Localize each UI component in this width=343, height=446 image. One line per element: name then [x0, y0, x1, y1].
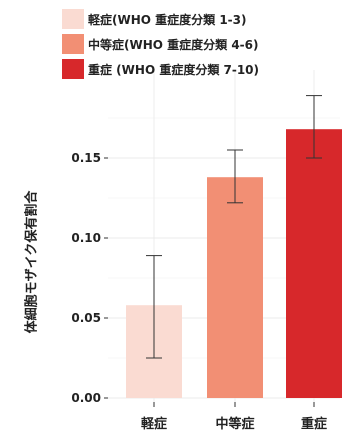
legend-item-moderate: 中等症(WHO 重症度分類 4-6)	[62, 33, 259, 55]
x-tick-label: 軽症	[141, 416, 167, 432]
x-tick-label: 重症	[301, 416, 327, 432]
y-tick-label: 0.05	[71, 311, 101, 325]
bar-3	[286, 129, 342, 398]
legend-swatch	[62, 59, 84, 79]
legend: 軽症(WHO 重症度分類 1-3) 中等症(WHO 重症度分類 4-6) 重症 …	[62, 8, 259, 83]
legend-swatch	[62, 34, 84, 54]
y-tick-label: 0.10	[71, 231, 101, 245]
legend-label: 重症 (WHO 重症度分類 7-10)	[88, 62, 260, 77]
y-tick-label: 0.15	[71, 151, 101, 165]
legend-swatch	[62, 9, 84, 29]
legend-label: 軽症(WHO 重症度分類 1-3)	[88, 12, 247, 27]
x-tick-label: 中等症	[215, 416, 254, 432]
y-axis-label: 体細胞モザイク保有割合	[24, 190, 40, 334]
legend-item-severe: 重症 (WHO 重症度分類 7-10)	[62, 58, 259, 80]
y-tick-label: 0.00	[71, 391, 101, 405]
legend-label: 中等症(WHO 重症度分類 4-6)	[88, 37, 259, 52]
legend-item-mild: 軽症(WHO 重症度分類 1-3)	[62, 8, 259, 30]
bar-2	[207, 177, 263, 398]
